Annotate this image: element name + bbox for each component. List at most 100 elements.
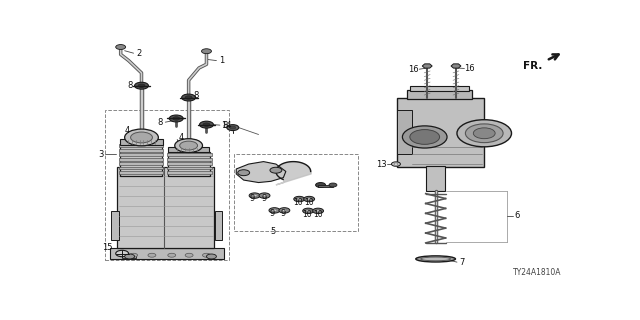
Bar bbox=[397, 98, 484, 166]
Circle shape bbox=[200, 121, 213, 128]
Bar bbox=[215, 211, 222, 240]
Circle shape bbox=[203, 123, 210, 126]
Text: 10: 10 bbox=[313, 210, 323, 219]
Circle shape bbox=[394, 163, 398, 165]
Bar bbox=[168, 152, 211, 176]
Text: 8: 8 bbox=[194, 91, 199, 100]
Circle shape bbox=[259, 193, 270, 198]
Circle shape bbox=[125, 129, 158, 146]
Text: 1: 1 bbox=[219, 56, 224, 65]
Text: 16: 16 bbox=[465, 64, 475, 73]
Bar bbox=[111, 211, 118, 240]
Circle shape bbox=[202, 49, 211, 54]
Text: 10: 10 bbox=[305, 198, 314, 207]
Bar bbox=[118, 144, 163, 147]
Text: 7: 7 bbox=[460, 258, 465, 267]
Text: 6: 6 bbox=[515, 211, 520, 220]
Bar bbox=[118, 162, 163, 165]
Text: 15: 15 bbox=[102, 243, 113, 252]
Circle shape bbox=[457, 120, 511, 147]
Circle shape bbox=[316, 210, 321, 212]
Circle shape bbox=[392, 162, 401, 166]
Text: 9: 9 bbox=[270, 209, 275, 218]
Text: TY24A1810A: TY24A1810A bbox=[513, 268, 561, 277]
Circle shape bbox=[307, 198, 312, 200]
Circle shape bbox=[316, 182, 326, 188]
Circle shape bbox=[169, 115, 183, 122]
Circle shape bbox=[175, 139, 202, 153]
Circle shape bbox=[237, 170, 250, 176]
Bar bbox=[408, 90, 472, 99]
Text: 9: 9 bbox=[262, 194, 267, 203]
Bar bbox=[397, 110, 412, 154]
Circle shape bbox=[129, 253, 138, 257]
Circle shape bbox=[148, 253, 156, 257]
Bar bbox=[318, 185, 333, 188]
Ellipse shape bbox=[416, 256, 456, 262]
Text: 14: 14 bbox=[221, 121, 232, 130]
Text: 9: 9 bbox=[281, 209, 286, 218]
Circle shape bbox=[227, 124, 239, 131]
Circle shape bbox=[168, 253, 176, 257]
Text: 8: 8 bbox=[157, 118, 163, 127]
Text: 10: 10 bbox=[293, 198, 303, 207]
Bar bbox=[122, 255, 136, 258]
Bar bbox=[234, 154, 358, 231]
Bar bbox=[105, 110, 229, 260]
Circle shape bbox=[282, 209, 287, 212]
Circle shape bbox=[230, 126, 236, 129]
Circle shape bbox=[249, 193, 260, 198]
Text: 3: 3 bbox=[98, 150, 104, 159]
Circle shape bbox=[131, 132, 152, 143]
Text: 2: 2 bbox=[136, 49, 141, 58]
Circle shape bbox=[303, 208, 314, 213]
Bar bbox=[118, 171, 163, 174]
Circle shape bbox=[474, 128, 495, 139]
Polygon shape bbox=[236, 162, 286, 182]
Bar bbox=[118, 149, 163, 152]
Circle shape bbox=[279, 208, 290, 213]
Circle shape bbox=[116, 44, 125, 50]
Circle shape bbox=[304, 196, 315, 202]
Circle shape bbox=[272, 209, 277, 212]
Bar bbox=[167, 162, 212, 165]
Text: 13: 13 bbox=[376, 160, 387, 169]
Bar bbox=[118, 166, 163, 170]
Text: 9: 9 bbox=[250, 194, 255, 203]
Text: 4: 4 bbox=[125, 126, 131, 135]
Circle shape bbox=[185, 253, 193, 257]
Text: 8: 8 bbox=[222, 121, 227, 130]
Bar bbox=[118, 153, 163, 156]
Text: 10: 10 bbox=[302, 210, 312, 219]
Bar bbox=[168, 147, 209, 152]
Bar bbox=[426, 166, 445, 191]
Circle shape bbox=[134, 82, 148, 89]
Bar bbox=[167, 166, 212, 170]
Bar bbox=[120, 140, 163, 145]
Text: FR.: FR. bbox=[523, 61, 542, 71]
Bar bbox=[167, 171, 212, 174]
Bar bbox=[117, 167, 214, 248]
Circle shape bbox=[182, 94, 196, 101]
Circle shape bbox=[312, 208, 324, 213]
Circle shape bbox=[116, 250, 129, 257]
Circle shape bbox=[125, 254, 134, 259]
Bar bbox=[167, 158, 212, 161]
Text: 4: 4 bbox=[179, 133, 184, 142]
Polygon shape bbox=[451, 64, 461, 68]
Circle shape bbox=[138, 84, 145, 87]
Circle shape bbox=[465, 124, 503, 143]
Ellipse shape bbox=[420, 257, 451, 261]
Circle shape bbox=[262, 194, 267, 197]
Circle shape bbox=[297, 198, 301, 200]
Circle shape bbox=[173, 117, 180, 120]
Circle shape bbox=[252, 194, 257, 197]
Circle shape bbox=[180, 141, 198, 150]
Text: 16: 16 bbox=[408, 65, 419, 74]
Bar bbox=[167, 153, 212, 156]
Circle shape bbox=[185, 96, 192, 99]
Bar bbox=[110, 248, 224, 259]
Circle shape bbox=[410, 130, 440, 144]
Circle shape bbox=[270, 167, 282, 173]
Bar bbox=[410, 86, 469, 91]
